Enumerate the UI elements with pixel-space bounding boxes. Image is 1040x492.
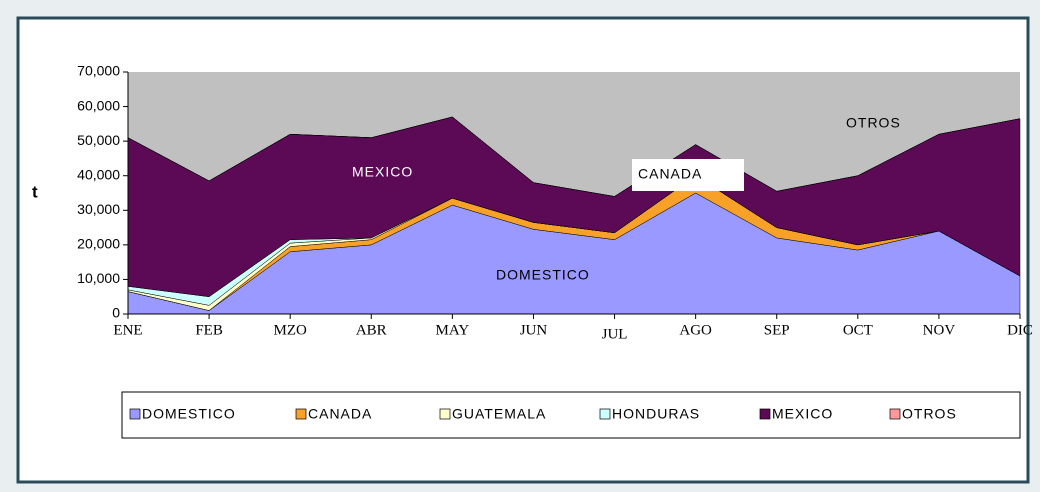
y-tick-label: 30,000 bbox=[77, 201, 120, 217]
x-tick-label: OCT bbox=[843, 322, 873, 338]
y-tick-label: 60,000 bbox=[77, 97, 120, 113]
x-tick-label: DIC bbox=[1007, 322, 1033, 338]
legend-swatch bbox=[439, 408, 451, 420]
x-tick-label: JUN bbox=[520, 322, 548, 338]
legend-label: CANADA bbox=[308, 406, 372, 422]
x-tick-label: FEB bbox=[195, 322, 223, 338]
y-tick-label: 10,000 bbox=[77, 270, 120, 286]
x-tick-label: ABR bbox=[356, 322, 387, 338]
annotation: CANADA bbox=[638, 166, 702, 182]
legend-box bbox=[121, 391, 1021, 439]
legend-swatch bbox=[889, 408, 901, 420]
legend-label: OTROS bbox=[902, 406, 957, 422]
y-tick-label: 0 bbox=[112, 305, 120, 321]
annotation: DOMESTICO bbox=[496, 267, 590, 283]
x-tick-label: MAY bbox=[436, 322, 470, 338]
y-tick-label: 50,000 bbox=[77, 132, 120, 148]
annotation-box bbox=[632, 159, 744, 191]
x-tick-label: MZO bbox=[274, 322, 308, 338]
y-tick-label: 70,000 bbox=[77, 63, 120, 79]
legend-swatch bbox=[599, 408, 611, 420]
x-tick-label: SEP bbox=[764, 322, 790, 338]
legend-label: MEXICO bbox=[772, 406, 833, 422]
legend-swatch bbox=[295, 408, 307, 420]
x-tick-label: ENE bbox=[113, 322, 142, 338]
legend-label: HONDURAS bbox=[612, 406, 700, 422]
annotation: MEXICO bbox=[352, 164, 413, 180]
y-axis-label: t bbox=[32, 182, 38, 201]
annotation: HONDURAS bbox=[146, 249, 234, 265]
x-tick-label: JUL bbox=[602, 326, 628, 342]
legend-swatch bbox=[129, 408, 141, 420]
y-tick-label: 40,000 bbox=[77, 166, 120, 182]
legend-swatch bbox=[759, 408, 771, 420]
legend-label: GUATEMALA bbox=[452, 406, 546, 422]
x-tick-label: NOV bbox=[923, 322, 956, 338]
x-tick-label: AGO bbox=[679, 322, 712, 338]
legend-label: DOMESTICO bbox=[142, 406, 236, 422]
y-tick-label: 20,000 bbox=[77, 236, 120, 252]
annotation: OTROS bbox=[846, 115, 901, 131]
